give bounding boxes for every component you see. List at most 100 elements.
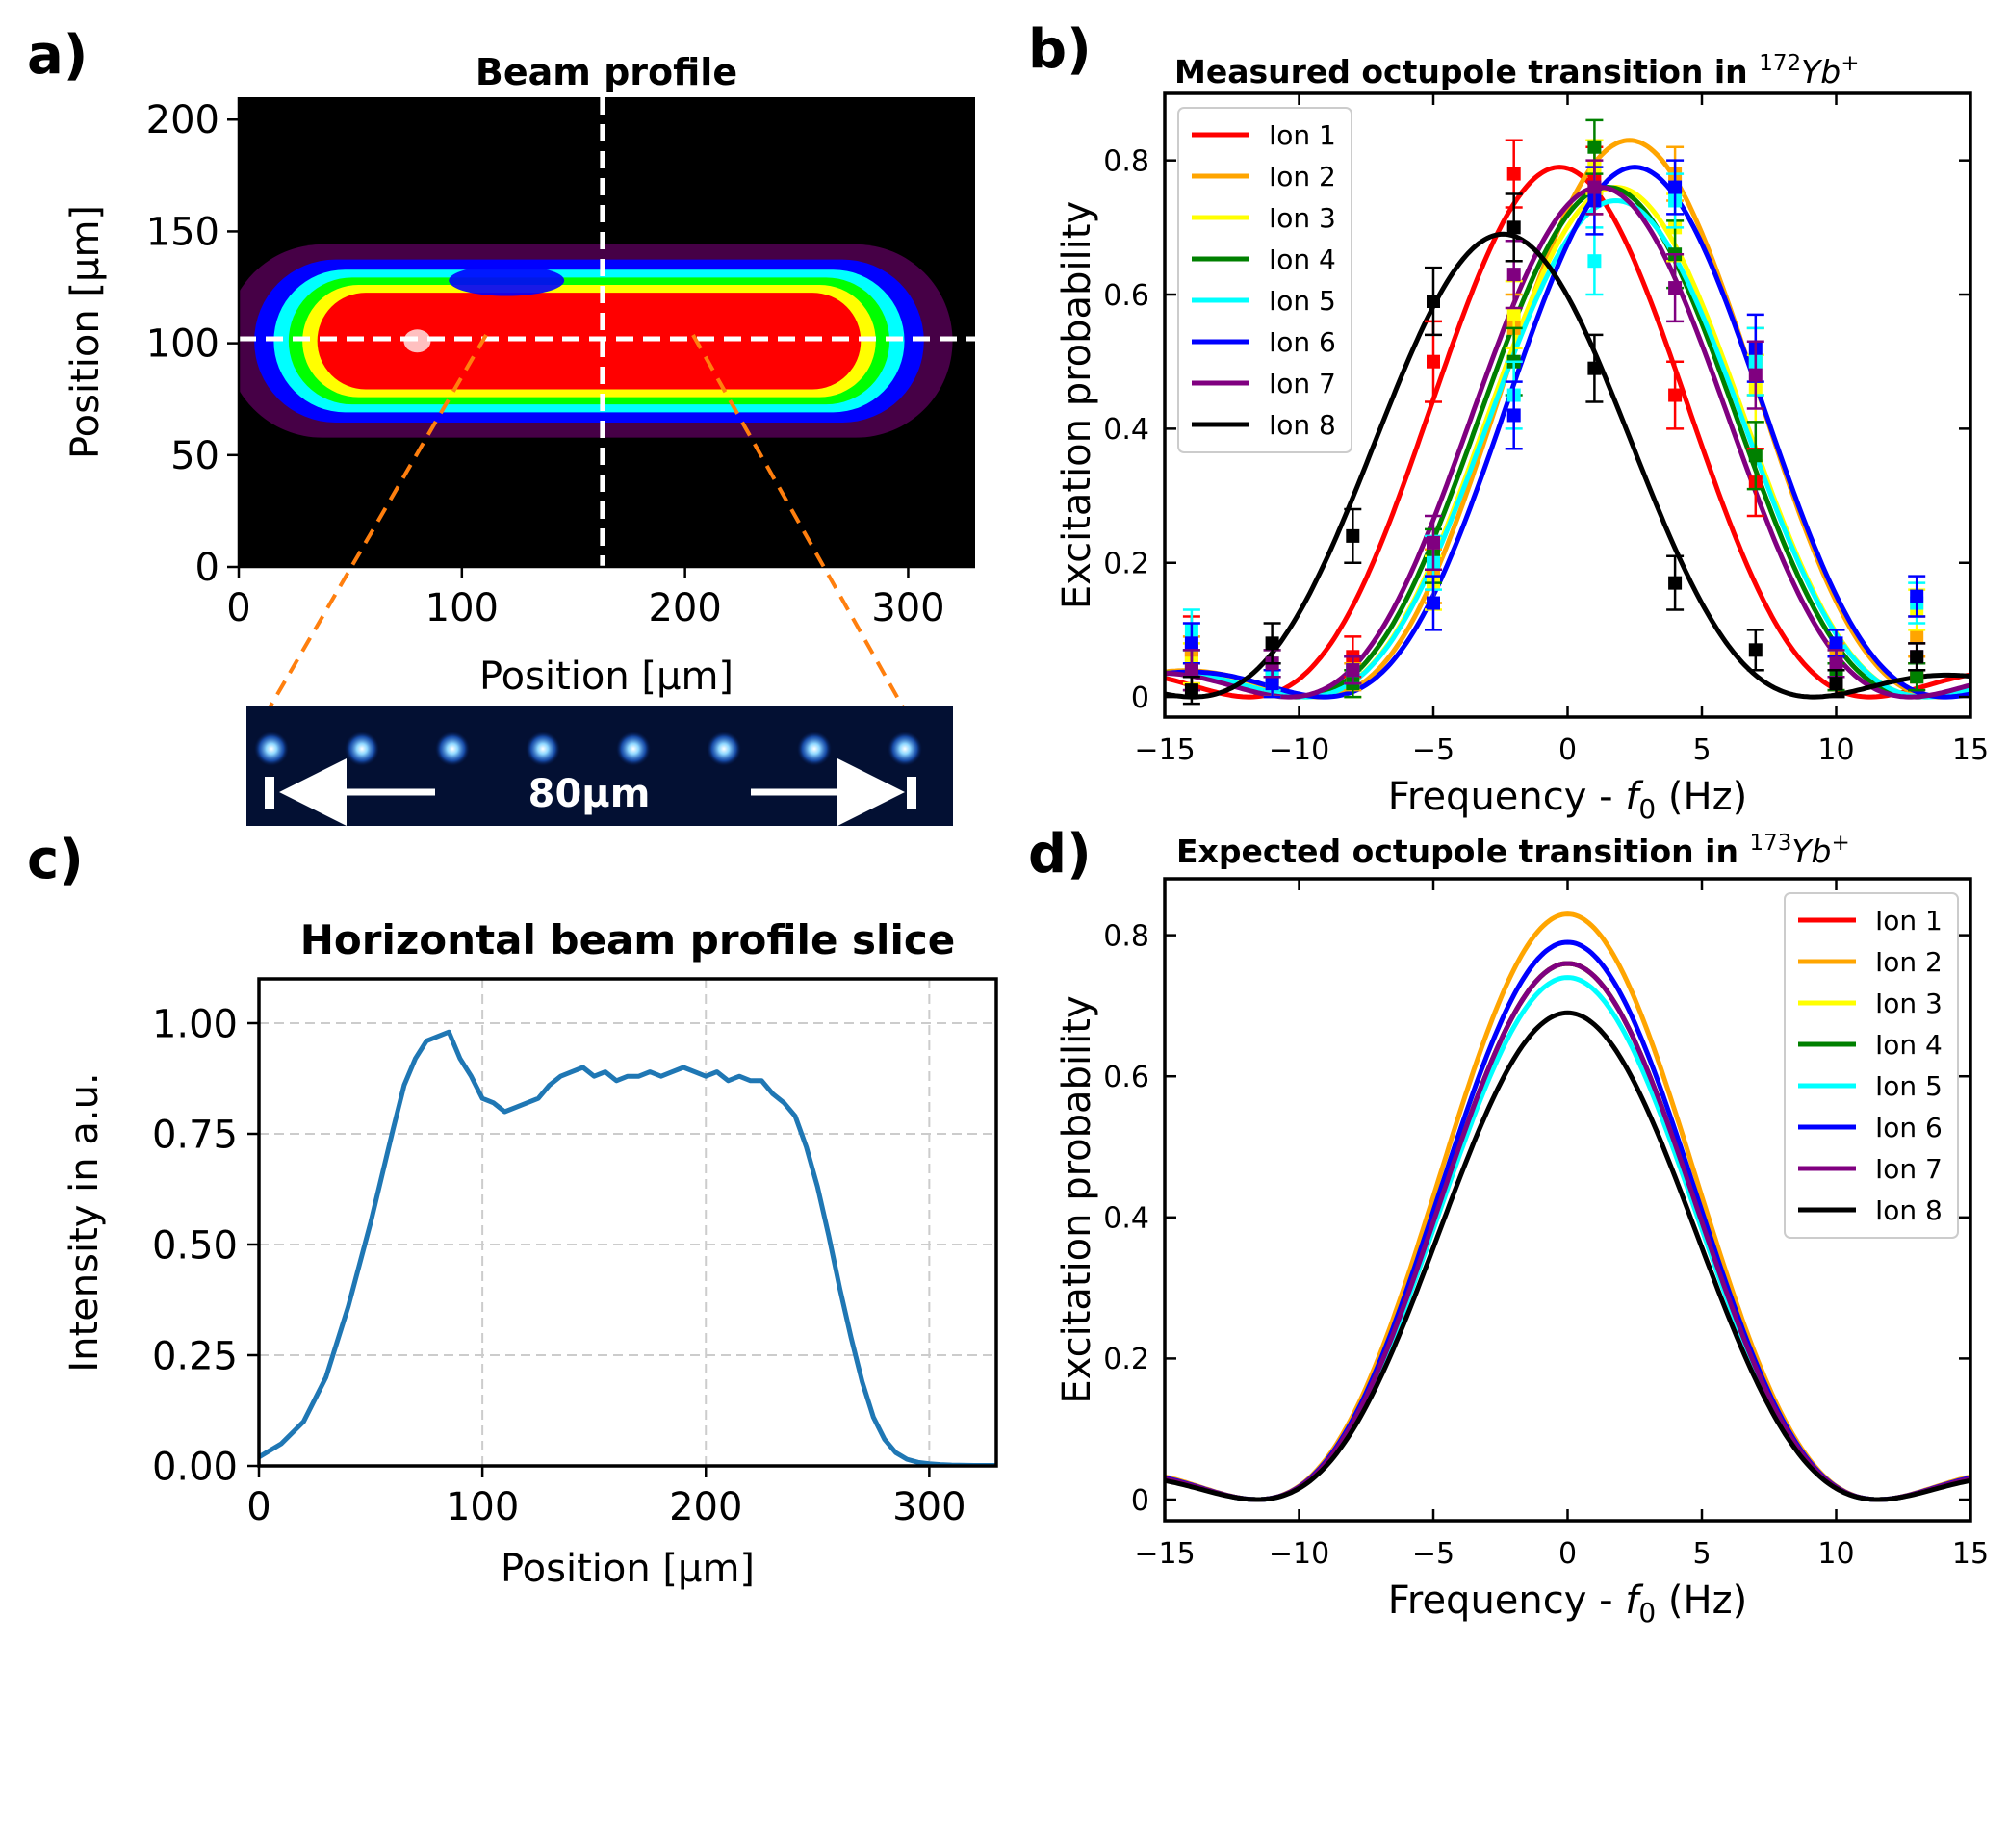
xlabel-d: Frequency - f0 (Hz) (1388, 1578, 1747, 1629)
data-point-b (1668, 388, 1683, 402)
ytick-label-c: 0.25 (152, 1334, 238, 1378)
xtick-label-b: −15 (1134, 733, 1195, 767)
legend-label-b: Ion 8 (1269, 409, 1336, 441)
panel-d-letter: d) (1028, 823, 1092, 886)
panel-b-axes: −15 −10 −5 0 5 10 15 0 0.2 0.4 0.6 0.8 Frequency - f… (1055, 91, 1989, 825)
data-point-b (1829, 677, 1843, 691)
data-point-b (1748, 449, 1763, 463)
data-point-b (1184, 636, 1198, 651)
data-point-b (1587, 254, 1602, 269)
panel-a-letter: a) (27, 24, 88, 87)
ytick-label-a: 100 (146, 322, 219, 367)
legend-label-d: Ion 7 (1875, 1153, 1943, 1185)
data-point-b (1668, 576, 1683, 590)
data-point-b (1829, 656, 1843, 671)
xtick-label-b: 5 (1692, 733, 1711, 767)
panel-b: b) Measured octupole transition in 172Yb… (1028, 18, 1989, 825)
ion-spot (797, 732, 832, 766)
ion-spot (435, 732, 470, 766)
legend-label-d: Ion 3 (1875, 988, 1943, 1019)
xtick-label-c: 100 (446, 1485, 519, 1529)
legend-label-d: Ion 5 (1875, 1070, 1943, 1102)
heatmap-contour-7 (335, 302, 843, 380)
ion-spot (254, 732, 289, 766)
xtick-label-b: −5 (1412, 733, 1455, 767)
zoom-line-right (691, 334, 916, 729)
data-point-b (1184, 683, 1198, 698)
xtick-label-d: 0 (1558, 1537, 1577, 1571)
panel-c-plot-area (259, 1029, 996, 1466)
ytick-label-a: 150 (146, 210, 219, 254)
xtick-label-b: −10 (1269, 733, 1329, 767)
data-point-b (1427, 354, 1440, 369)
xtick-label-d: −5 (1412, 1537, 1455, 1571)
heatmap-bulge (449, 265, 565, 296)
panel-a-ylabel: Position [μm] (64, 205, 108, 459)
ytick-label-b: 0.4 (1103, 413, 1149, 447)
legend-label-b: Ion 2 (1269, 161, 1336, 192)
xtick-label-a: 200 (648, 586, 721, 630)
panel-a-xlabel: Position [μm] (479, 654, 734, 699)
data-point-b (1506, 268, 1521, 282)
panel-d-axes: −15 −10 −5 0 5 10 15 0 0.2 0.4 0.6 0.8 Frequency - f… (1055, 877, 1989, 1629)
data-point-b (1427, 295, 1440, 308)
data-point-b (1587, 180, 1602, 194)
legend-label-d: Ion 1 (1875, 905, 1943, 937)
ylabel-c: Intensity in a.u. (63, 1072, 107, 1372)
panel-a-axes: 0 100 200 300 0 50 100 150 200 (146, 97, 975, 630)
ytick-label-a: 0 (195, 546, 219, 590)
data-point-b (1506, 408, 1521, 423)
scale-bar-left-tick (265, 777, 274, 809)
data-point-b (1910, 650, 1924, 664)
xtick-label-b: 0 (1558, 733, 1577, 767)
ytick-label-a: 200 (146, 98, 219, 142)
panel-c-grid (259, 979, 996, 1466)
data-point-b (1910, 589, 1924, 603)
xtick-label-d: 5 (1692, 1537, 1711, 1571)
data-point-b (1265, 636, 1279, 651)
panel-d-title: Expected octupole transition in 173Yb+ (1176, 831, 1850, 870)
data-point-b (1265, 677, 1279, 691)
data-point-b (1184, 663, 1198, 678)
xtick-label-d: 10 (1817, 1537, 1854, 1571)
title-c: Horizontal beam profile slice (300, 916, 955, 963)
ytick-label-c: 0.75 (152, 1113, 238, 1157)
scale-label: 80μm (528, 772, 651, 816)
data-point-b (1427, 596, 1440, 610)
panel-d: d) Expected octupole transition in 173Yb… (1028, 823, 1989, 1629)
ytick-label-c: 1.00 (152, 1002, 238, 1046)
xtick-label-d: −15 (1134, 1537, 1195, 1571)
ion-spot (707, 732, 741, 766)
data-point-b (1910, 629, 1924, 644)
panel-a: a) Beam profile 0 100 200 300 0 50 100 150 200 P… (27, 24, 975, 826)
legend-label-b: Ion 3 (1269, 202, 1336, 234)
panel-b-title: Measured octupole transition in 172Yb+ (1174, 51, 1859, 90)
ion-spot (526, 732, 560, 766)
xtick-label-c: 0 (246, 1485, 270, 1529)
ytick-label-d: 0.8 (1103, 919, 1149, 953)
ytick-label-d: 0.4 (1103, 1202, 1149, 1236)
legend-label-b: Ion 6 (1269, 326, 1336, 358)
ion-spot (616, 732, 651, 766)
panel-c: c) 0 100 200 300 0.00 0.25 0.50 0.75 1.00 Horizon… (27, 829, 998, 1591)
xtick-label-d: 15 (1952, 1537, 1989, 1571)
data-point-b (1910, 670, 1924, 684)
xtick-label-b: 15 (1952, 733, 1989, 767)
fit-curve-b-ion-6 (1165, 165, 1970, 700)
ytick-label-d: 0.2 (1103, 1343, 1149, 1376)
legend-frame-b (1177, 107, 1352, 453)
data-point-b (1506, 167, 1521, 181)
legend-label-d: Ion 2 (1875, 946, 1943, 978)
data-point-b (1829, 636, 1843, 651)
data-point-b (1748, 643, 1763, 657)
legend-label-b: Ion 4 (1269, 244, 1336, 275)
xtick-label-c: 200 (669, 1485, 742, 1529)
panel-d-plot-area (1165, 911, 1970, 1502)
panel-c-axes: 0 100 200 300 0.00 0.25 0.50 0.75 1.00 Horizontal… (63, 916, 998, 1591)
legend-label-b: Ion 7 (1269, 368, 1336, 399)
ytick-label-b: 0.2 (1103, 548, 1149, 581)
legend-label-d: Ion 4 (1875, 1029, 1943, 1061)
panel-d-legend: Ion 1 Ion 2 Ion 3 Ion 4 Ion 5 Ion 6 Ion 7 Ion 8 (1784, 892, 1959, 1239)
data-point-b (1506, 220, 1521, 235)
